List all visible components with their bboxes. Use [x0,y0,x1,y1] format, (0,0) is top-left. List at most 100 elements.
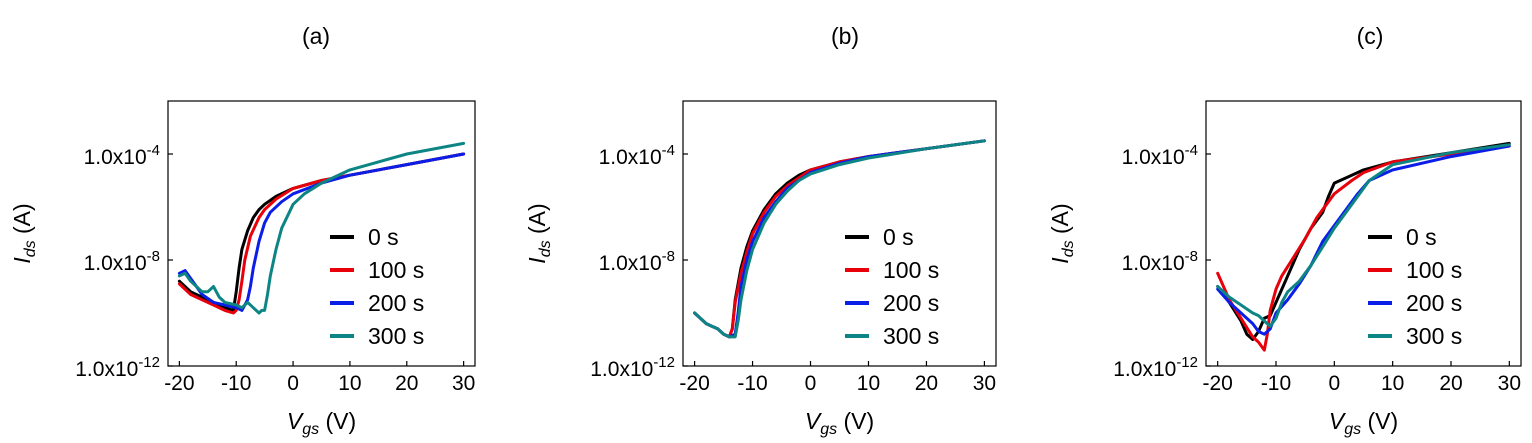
y-axis-symbol: I [1047,257,1073,264]
y-tick-exponent: -4 [662,142,675,159]
y-tick-base: 1.0x10 [1122,146,1185,169]
y-axis-unit: (A) [1047,203,1073,240]
y-tick-label: 1.0x10-4 [1122,142,1198,169]
x-tick-label: 20 [915,372,938,395]
x-tick-label: 30 [973,372,996,395]
legend-label: 100 s [368,257,424,283]
y-tick-exponent: -4 [1185,142,1198,159]
panel-title: (b) [831,23,859,49]
y-tick-base: 1.0x10 [75,358,138,381]
legend-label: 300 s [1406,323,1462,349]
legend-label: 0 s [883,224,914,250]
y-axis-unit: (A) [524,203,550,240]
y-tick-label: 1.0x10-4 [599,142,675,169]
x-tick-label: 10 [857,372,880,395]
series-line-100s [1216,144,1511,352]
series-line-200s [177,152,466,312]
legend-label: 0 s [368,224,399,250]
y-tick-label: 1.0x10-8 [1122,248,1198,275]
x-tick-label: 20 [1439,372,1462,395]
y-axis-unit: (A) [9,203,35,240]
x-axis-unit: (V) [837,408,874,434]
x-tick-label: -10 [1261,372,1291,395]
y-tick-base: 1.0x10 [590,358,653,381]
x-tick-label: 30 [452,372,475,395]
y-tick-label: 1.0x10-8 [84,248,160,275]
y-tick-exponent: -8 [662,248,675,265]
legend-label: 300 s [368,323,424,349]
y-tick-label: 1.0x10-12 [590,354,675,381]
x-tick-label: 10 [1381,372,1404,395]
legend-label: 100 s [1406,257,1462,283]
y-tick-label: 1.0x10-12 [75,354,160,381]
y-tick-base: 1.0x10 [599,146,662,169]
y-axis-subscript: ds [22,240,39,257]
x-tick-label: 10 [338,372,361,395]
legend-label: 200 s [1406,290,1462,316]
y-tick-base: 1.0x10 [84,146,147,169]
y-tick-label: 1.0x10-8 [599,248,675,275]
x-tick-label: 0 [805,372,817,395]
x-tick-label: 0 [287,372,299,395]
y-tick-base: 1.0x10 [84,252,147,275]
legend-label: 200 s [368,290,424,316]
x-tick-label: 20 [395,372,418,395]
x-axis-title: Vgs (V) [287,408,356,438]
series-line-100s [177,152,466,315]
y-tick-exponent: -8 [147,248,160,265]
series-line-200s [693,139,986,339]
x-tick-label: 30 [1498,372,1521,395]
y-tick-exponent: -8 [1185,248,1198,265]
series-line-0s [177,152,466,312]
chart-panel-3: (c)-20 -10 0 10 20 301.0x10-121.0x10-81.0x10-… [1047,23,1522,438]
x-axis-symbol: V [805,408,823,434]
series-line-300s [1216,143,1511,328]
y-axis-symbol: I [524,257,550,264]
x-axis-subscript: gs [1344,421,1361,438]
y-axis-title: Ids (A) [1047,203,1077,263]
x-tick-label: -20 [164,372,194,395]
series-line-0s [1216,141,1511,341]
x-axis-title: Vgs (V) [805,408,874,438]
plot-frame [167,100,476,367]
chart-panel-2: (b)-20 -10 0 10 20 301.0x10-121.0x10-81.0x10-… [524,23,997,438]
x-axis-unit: (V) [319,408,356,434]
legend-label: 0 s [1406,224,1437,250]
x-tick-label: -20 [1202,372,1232,395]
y-axis-symbol: I [9,257,35,264]
y-tick-exponent: -12 [653,354,675,371]
legend-label: 100 s [883,257,939,283]
y-tick-exponent: -4 [147,142,160,159]
x-axis-title: Vgs (V) [1329,408,1398,438]
x-axis-subscript: gs [302,421,319,438]
y-tick-base: 1.0x10 [1122,252,1185,275]
x-tick-label: 0 [1328,372,1340,395]
legend-label: 200 s [883,290,939,316]
chart-panel-1: (a)-20 -10 0 10 20 301.0x10-121.0x10-81.0x10-… [9,23,476,438]
series-line-300s [693,139,986,339]
y-tick-label: 1.0x10-4 [84,142,160,169]
legend-label: 300 s [883,323,939,349]
y-axis-subscript: ds [537,240,554,257]
x-axis-subscript: gs [820,421,837,438]
x-tick-label: -10 [221,372,251,395]
plot-frame [1205,100,1522,367]
y-tick-base: 1.0x10 [1113,358,1176,381]
y-axis-title: Ids (A) [9,203,39,263]
y-tick-label: 1.0x10-12 [1113,354,1198,381]
x-axis-unit: (V) [1361,408,1398,434]
panel-title: (c) [1357,23,1384,49]
x-axis-symbol: V [1329,408,1347,434]
y-axis-subscript: ds [1060,240,1077,257]
x-tick-label: -10 [737,372,767,395]
y-tick-base: 1.0x10 [599,252,662,275]
y-tick-exponent: -12 [138,354,160,371]
y-axis-title: Ids (A) [524,203,554,263]
plot-frame [682,100,997,367]
y-tick-exponent: -12 [1176,354,1198,371]
series-line-300s [177,141,466,315]
panel-title: (a) [302,23,330,49]
x-axis-symbol: V [287,408,305,434]
x-tick-label: -20 [679,372,709,395]
